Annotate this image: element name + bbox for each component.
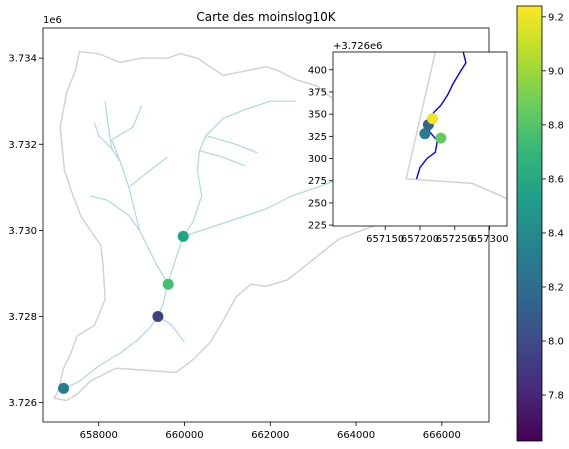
- y-tick-label: 3.730: [8, 226, 37, 237]
- sample-point: [177, 230, 189, 242]
- colorbar: 7.8 8.0 8.2 8.4 8.6 8.8 9.0 9.2: [516, 5, 564, 442]
- inset-y-tick-label: 325: [308, 132, 327, 143]
- stream-line: [111, 105, 143, 162]
- stream-line: [183, 180, 335, 237]
- x-tick-label: 660000: [165, 430, 203, 441]
- inset-sample-point: [419, 128, 431, 140]
- colorbar-tick-label: 7.8: [548, 391, 564, 402]
- sample-point: [162, 278, 174, 290]
- main-y-offset-text: 1e6: [43, 15, 62, 26]
- inset-y-tick-label: 350: [308, 110, 327, 121]
- colorbar-frame: [516, 5, 543, 442]
- inset-y-tick-label: 300: [308, 154, 327, 165]
- inset-x-tick-label: 657250: [436, 234, 474, 245]
- colorbar-tick-label: 8.6: [548, 174, 564, 185]
- inset-y-tick-label: 375: [308, 87, 327, 98]
- inset-x-tick-label: 657150: [366, 234, 404, 245]
- inset-y-axis: 225 250 275 300 325 350 375 400: [308, 65, 333, 232]
- watershed-outline: [53, 50, 430, 402]
- stream-line: [205, 135, 258, 154]
- colorbar-tick-label: 8.0: [548, 337, 564, 348]
- inset-y-tick-label: 275: [308, 176, 327, 187]
- main-plot-content: [53, 50, 430, 402]
- chart-title: Carte des moinslog10K: [196, 10, 336, 24]
- inset-offset-text: +3.726e6: [333, 41, 383, 52]
- inset-plot-content: [405, 52, 507, 200]
- inset-plot-area: [333, 52, 507, 226]
- y-tick-label: 3.728: [8, 312, 37, 323]
- main-y-axis: 3.726 3.728 3.730 3.732 3.734: [8, 54, 43, 409]
- sample-point: [152, 311, 164, 323]
- x-tick-label: 662000: [251, 430, 289, 441]
- inset-sample-point: [435, 132, 447, 144]
- stream-line: [199, 150, 245, 167]
- x-tick-label: 666000: [423, 430, 461, 441]
- y-tick-label: 3.732: [8, 140, 37, 151]
- stream-line: [128, 156, 168, 188]
- inset-sample-point: [427, 113, 439, 125]
- colorbar-tick-label: 9.2: [548, 12, 564, 23]
- colorbar-axis: 7.8 8.0 8.2 8.4 8.6 8.8 9.0 9.2: [542, 12, 564, 402]
- colorbar-tick-label: 8.8: [548, 120, 564, 131]
- colorbar-gradient: [517, 6, 542, 441]
- y-tick-label: 3.734: [8, 54, 37, 65]
- inset-y-tick-label: 250: [308, 198, 327, 209]
- inset-y-tick-label: 225: [308, 221, 327, 232]
- inset-x-tick-label: 657300: [471, 234, 509, 245]
- y-tick-label: 3.726: [8, 398, 37, 409]
- inset-y-tick-label: 400: [308, 65, 327, 76]
- x-tick-label: 658000: [80, 430, 118, 441]
- stream-line: [104, 101, 113, 149]
- colorbar-tick-label: 8.4: [548, 228, 564, 239]
- stream-line: [62, 100, 296, 391]
- inset-watershed-outline: [405, 52, 507, 200]
- inset-x-tick-label: 657200: [401, 234, 439, 245]
- x-tick-label: 664000: [337, 430, 375, 441]
- main-x-axis: 658000 660000 662000 664000 666000: [80, 422, 461, 441]
- colorbar-tick-label: 8.2: [548, 282, 564, 293]
- colorbar-tick-label: 9.0: [548, 66, 564, 77]
- sample-point: [58, 382, 70, 394]
